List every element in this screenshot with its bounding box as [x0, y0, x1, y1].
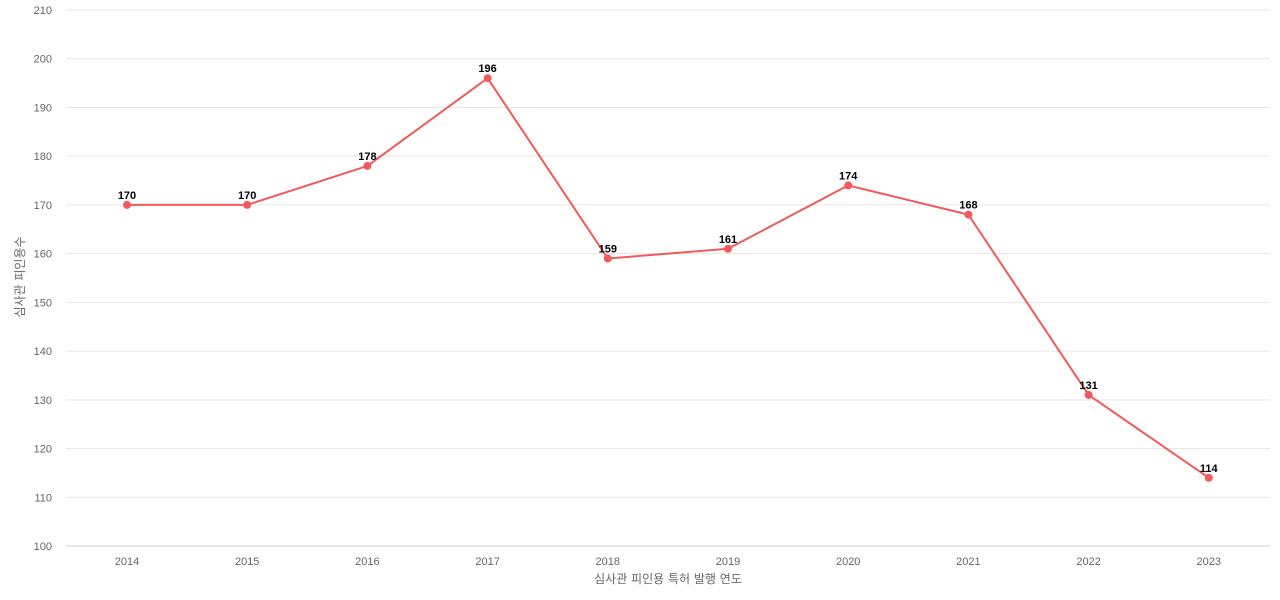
x-tick-label: 2016 [355, 556, 379, 568]
data-point [1204, 473, 1213, 482]
y-tick-label: 170 [34, 200, 52, 212]
data-label: 159 [599, 244, 617, 256]
data-label: 161 [719, 234, 737, 246]
x-tick-label: 2018 [596, 556, 620, 568]
x-axis-ticks: 2014 2015 2016 2017 2018 2019 2020 2021 2022 2023 [115, 556, 1221, 568]
x-tick-label: 2020 [836, 556, 860, 568]
data-point [844, 181, 853, 190]
data-label: 170 [238, 190, 256, 202]
y-axis-title: 심사관 피인용수 [13, 236, 27, 317]
series [123, 74, 1213, 482]
y-tick-label: 110 [34, 492, 52, 504]
data-label: 170 [118, 190, 136, 202]
y-tick-label: 160 [34, 249, 52, 261]
data-labels: 170 170 178 196 159 161 174 168 131 114 [118, 63, 1219, 475]
data-label: 174 [839, 170, 858, 182]
y-tick-label: 150 [34, 297, 52, 309]
x-tick-label: 2023 [1197, 556, 1221, 568]
y-tick-label: 210 [34, 5, 52, 17]
data-point [123, 200, 131, 209]
y-axis-ticks: 100 110 120 130 140 150 160 170 180 190 200 210 [34, 5, 52, 553]
data-label: 114 [1200, 463, 1219, 475]
y-tick-label: 140 [34, 346, 52, 358]
y-tick-label: 180 [34, 151, 52, 163]
x-tick-label: 2022 [1076, 556, 1100, 568]
data-point [724, 244, 732, 253]
y-tick-label: 100 [34, 541, 52, 553]
data-label: 178 [358, 151, 376, 163]
data-label: 168 [959, 200, 977, 212]
x-tick-label: 2015 [235, 556, 259, 568]
data-point [964, 210, 973, 219]
data-point [483, 74, 492, 83]
y-tick-label: 200 [34, 54, 52, 66]
data-point [243, 200, 252, 209]
x-tick-label: 2019 [716, 556, 740, 568]
x-tick-label: 2017 [475, 556, 499, 568]
y-tick-label: 130 [34, 395, 52, 407]
y-tick-label: 120 [34, 444, 52, 456]
x-tick-label: 2021 [956, 556, 980, 568]
y-tick-label: 190 [34, 102, 52, 114]
x-tick-label: 2014 [115, 556, 139, 568]
data-label: 131 [1079, 380, 1097, 392]
data-point [363, 161, 372, 170]
data-point [1084, 390, 1093, 399]
x-axis-title: 심사관 피인용 특허 발행 연도 [594, 571, 742, 586]
series-line [127, 77, 1210, 479]
data-label: 196 [478, 63, 496, 75]
data-point [603, 254, 612, 263]
